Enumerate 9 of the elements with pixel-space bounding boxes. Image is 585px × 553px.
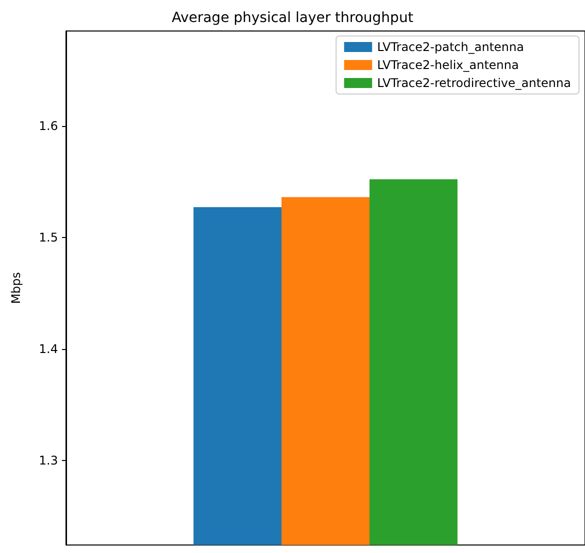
y-tick-label: 1.4 — [38, 342, 58, 356]
legend-label: LVTrace2-retrodirective_antenna — [377, 76, 572, 90]
legend-label: LVTrace2-patch_antenna — [377, 40, 524, 54]
chart-title: Average physical layer throughput — [172, 10, 414, 26]
y-tick-label: 1.5 — [38, 230, 58, 244]
y-tick-label: 1.6 — [38, 118, 58, 133]
y-axis-title: Mbps — [9, 272, 23, 304]
legend-label: LVTrace2-helix_antenna — [377, 58, 519, 72]
y-tick-label: 1.3 — [38, 453, 58, 468]
